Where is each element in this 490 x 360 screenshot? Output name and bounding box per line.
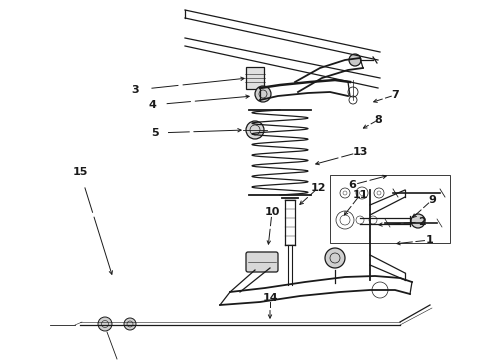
- Text: 3: 3: [131, 85, 139, 95]
- Text: 1: 1: [426, 235, 434, 245]
- Circle shape: [325, 248, 345, 268]
- Circle shape: [349, 54, 361, 66]
- Text: 4: 4: [148, 100, 156, 110]
- FancyBboxPatch shape: [246, 252, 278, 272]
- Circle shape: [255, 86, 271, 102]
- Text: 15: 15: [73, 167, 88, 177]
- Text: 5: 5: [151, 128, 159, 138]
- Circle shape: [124, 318, 136, 330]
- Text: 12: 12: [310, 183, 326, 193]
- Text: 10: 10: [264, 207, 280, 217]
- Text: 14: 14: [262, 293, 278, 303]
- Circle shape: [411, 214, 425, 228]
- Text: 13: 13: [352, 147, 368, 157]
- Circle shape: [246, 121, 264, 139]
- Text: 7: 7: [391, 90, 399, 100]
- Text: 6: 6: [348, 180, 356, 190]
- Text: 9: 9: [428, 195, 436, 205]
- FancyBboxPatch shape: [246, 67, 264, 89]
- Text: 11: 11: [352, 190, 368, 200]
- Bar: [330, 175, 450, 243]
- Circle shape: [372, 282, 388, 298]
- Circle shape: [98, 317, 112, 331]
- Text: 8: 8: [374, 115, 382, 125]
- Text: 2: 2: [418, 217, 426, 227]
